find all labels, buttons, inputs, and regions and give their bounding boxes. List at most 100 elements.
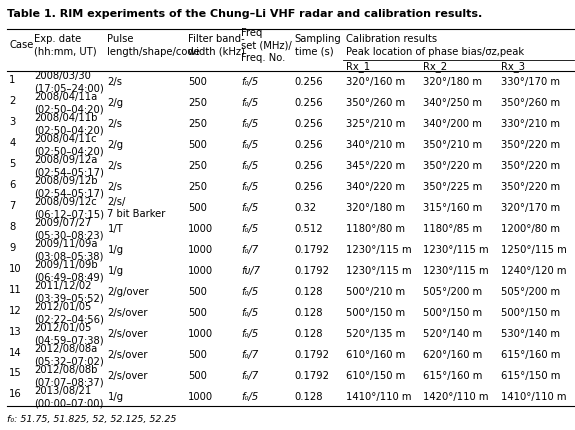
- Text: 1000: 1000: [188, 244, 213, 255]
- Text: 2/s: 2/s: [108, 161, 122, 171]
- Text: 12: 12: [9, 305, 22, 315]
- Text: f₀/5: f₀/5: [241, 391, 258, 401]
- Text: 15: 15: [9, 368, 22, 378]
- Text: Sampling
time (s): Sampling time (s): [295, 34, 342, 56]
- Text: 345°/220 m: 345°/220 m: [346, 161, 405, 171]
- Text: 350°/260 m: 350°/260 m: [346, 98, 405, 108]
- Text: Exp. date
(hh:mm, UT): Exp. date (hh:mm, UT): [34, 34, 97, 56]
- Text: 315°/160 m: 315°/160 m: [423, 203, 483, 212]
- Text: 16: 16: [9, 389, 22, 399]
- Text: 2/g/over: 2/g/over: [108, 286, 149, 296]
- Text: Filter band-
width (kHz): Filter band- width (kHz): [188, 34, 245, 56]
- Text: f₀/5: f₀/5: [241, 307, 258, 317]
- Text: f₀/5: f₀/5: [241, 286, 258, 296]
- Text: 620°/160 m: 620°/160 m: [423, 349, 483, 359]
- Text: 1230°/115 m: 1230°/115 m: [423, 244, 489, 255]
- Text: 250: 250: [188, 161, 207, 171]
- Text: 0.1792: 0.1792: [295, 349, 330, 359]
- Text: 2008/04/11c
(02:50–04:20): 2008/04/11c (02:50–04:20): [34, 134, 104, 156]
- Text: 320°/160 m: 320°/160 m: [346, 77, 405, 87]
- Text: Calibration results
Peak location of phase bias/σz,peak: Calibration results Peak location of pha…: [346, 34, 524, 56]
- Text: 2/s/over: 2/s/over: [108, 307, 148, 317]
- Text: 2011/12/02
(03:39–05:52): 2011/12/02 (03:39–05:52): [34, 280, 104, 302]
- Text: 2008/04/11a
(02:50–04:20): 2008/04/11a (02:50–04:20): [34, 92, 104, 114]
- Text: 0.128: 0.128: [295, 328, 323, 338]
- Text: 505°/200 m: 505°/200 m: [423, 286, 482, 296]
- Text: 610°/150 m: 610°/150 m: [346, 370, 405, 380]
- Text: 350°/225 m: 350°/225 m: [423, 181, 483, 192]
- Text: 610°/160 m: 610°/160 m: [346, 349, 405, 359]
- Text: 4: 4: [9, 138, 16, 147]
- Text: 330°/210 m: 330°/210 m: [501, 119, 560, 129]
- Text: 350°/220 m: 350°/220 m: [501, 161, 561, 171]
- Text: 0.512: 0.512: [295, 224, 323, 233]
- Text: 14: 14: [9, 347, 22, 357]
- Text: 1/g: 1/g: [108, 391, 124, 401]
- Text: f₀/5: f₀/5: [241, 181, 258, 192]
- Text: 0.128: 0.128: [295, 307, 323, 317]
- Text: 0.256: 0.256: [295, 181, 323, 192]
- Text: 520°/135 m: 520°/135 m: [346, 328, 405, 338]
- Text: 2012/08/08a
(05:32–07:02): 2012/08/08a (05:32–07:02): [34, 343, 104, 365]
- Text: 0.256: 0.256: [295, 98, 323, 108]
- Text: 2/s: 2/s: [108, 181, 122, 192]
- Text: 500°/150 m: 500°/150 m: [346, 307, 405, 317]
- Text: f₀/5: f₀/5: [241, 140, 258, 150]
- Text: 350°/210 m: 350°/210 m: [423, 140, 482, 150]
- Text: f₀/7: f₀/7: [241, 244, 258, 255]
- Text: fᴜ/7: fᴜ/7: [241, 265, 260, 275]
- Text: 500°/150 m: 500°/150 m: [423, 307, 482, 317]
- Text: 10: 10: [9, 263, 22, 273]
- Text: 2/s/over: 2/s/over: [108, 328, 148, 338]
- Text: f₀/5: f₀/5: [241, 224, 258, 233]
- Text: 0.32: 0.32: [295, 203, 317, 212]
- Text: 1230°/115 m: 1230°/115 m: [346, 244, 411, 255]
- Text: 2012/01/05
(04:59–07:38): 2012/01/05 (04:59–07:38): [34, 322, 104, 344]
- Text: 340°/220 m: 340°/220 m: [346, 181, 405, 192]
- Text: 505°/200 m: 505°/200 m: [501, 286, 561, 296]
- Text: 0.256: 0.256: [295, 119, 323, 129]
- Text: 1230°/115 m: 1230°/115 m: [423, 265, 489, 275]
- Text: Rx_1: Rx_1: [346, 61, 370, 72]
- Text: 2008/09/12c
(06:12–07:15): 2008/09/12c (06:12–07:15): [34, 197, 104, 219]
- Text: 2/g: 2/g: [108, 98, 124, 108]
- Text: 0.256: 0.256: [295, 77, 323, 87]
- Text: 520°/140 m: 520°/140 m: [423, 328, 482, 338]
- Text: 0.128: 0.128: [295, 286, 323, 296]
- Text: 615°/160 m: 615°/160 m: [423, 370, 483, 380]
- Text: 11: 11: [9, 284, 22, 294]
- Text: 2/s/over: 2/s/over: [108, 370, 148, 380]
- Text: Rx_3: Rx_3: [501, 61, 526, 72]
- Text: 2009/11/09a
(03:08–05:38): 2009/11/09a (03:08–05:38): [34, 238, 104, 261]
- Text: 250: 250: [188, 98, 207, 108]
- Text: 2/s: 2/s: [108, 119, 122, 129]
- Text: 1180°/85 m: 1180°/85 m: [423, 224, 482, 233]
- Text: 1/g: 1/g: [108, 244, 124, 255]
- Text: 500: 500: [188, 140, 207, 150]
- Text: 1/T: 1/T: [108, 224, 123, 233]
- Text: 340°/210 m: 340°/210 m: [346, 140, 405, 150]
- Text: 325°/210 m: 325°/210 m: [346, 119, 405, 129]
- Text: f₀: 51.75, 51.825, 52, 52.125, 52.25: f₀: 51.75, 51.825, 52, 52.125, 52.25: [7, 414, 177, 423]
- Text: 1180°/80 m: 1180°/80 m: [346, 224, 405, 233]
- Text: 500: 500: [188, 77, 207, 87]
- Text: 1: 1: [9, 75, 16, 85]
- Text: 320°/170 m: 320°/170 m: [501, 203, 561, 212]
- Text: 1000: 1000: [188, 265, 213, 275]
- Text: 13: 13: [9, 326, 22, 336]
- Text: 1230°/115 m: 1230°/115 m: [346, 265, 411, 275]
- Text: 340°/200 m: 340°/200 m: [423, 119, 482, 129]
- Text: 350°/260 m: 350°/260 m: [501, 98, 561, 108]
- Text: Table 1. RIM experiments of the Chung–Li VHF radar and calibration results.: Table 1. RIM experiments of the Chung–Li…: [7, 9, 482, 19]
- Text: 1250°/115 m: 1250°/115 m: [501, 244, 567, 255]
- Text: 5: 5: [9, 158, 16, 169]
- Text: f₀/5: f₀/5: [241, 203, 258, 212]
- Text: 1410°/110 m: 1410°/110 m: [346, 391, 411, 401]
- Text: 340°/250 m: 340°/250 m: [423, 98, 482, 108]
- Text: 6: 6: [9, 179, 16, 189]
- Text: 530°/140 m: 530°/140 m: [501, 328, 560, 338]
- Text: 500: 500: [188, 370, 207, 380]
- Text: 1200°/80 m: 1200°/80 m: [501, 224, 560, 233]
- Text: 1240°/120 m: 1240°/120 m: [501, 265, 567, 275]
- Text: 3: 3: [9, 117, 16, 126]
